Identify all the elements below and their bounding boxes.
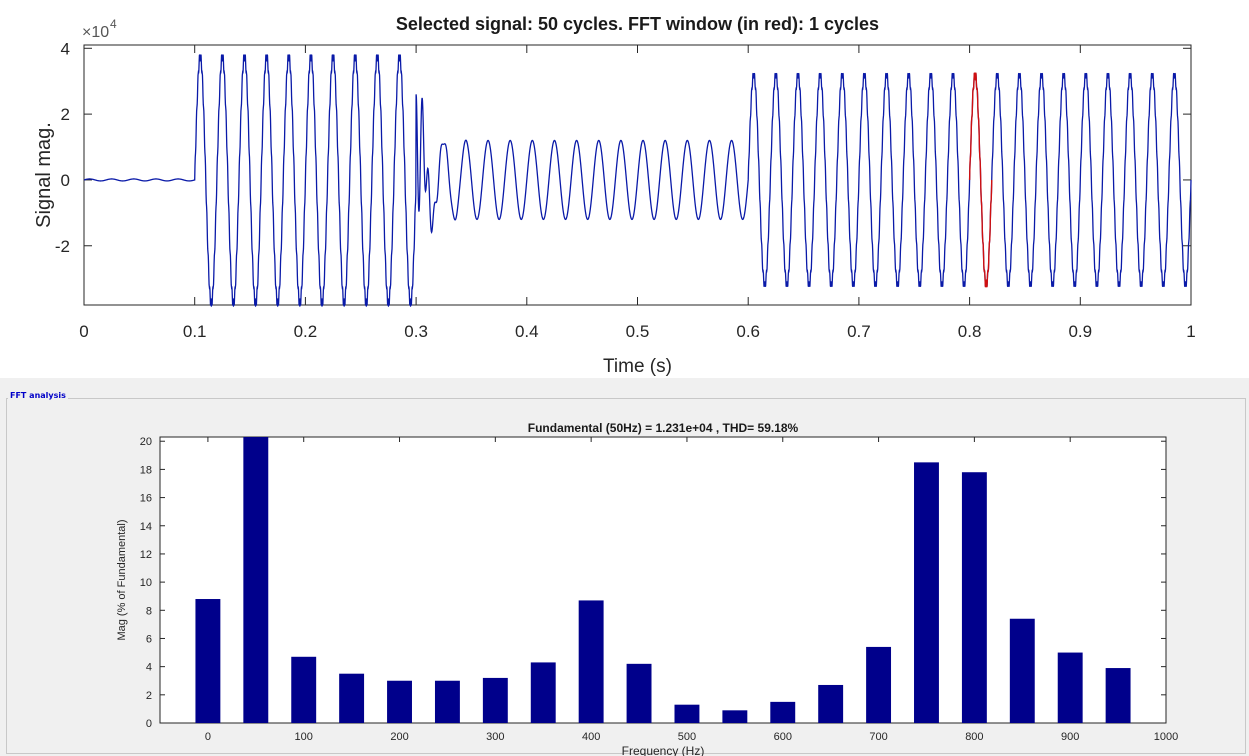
bar-700hz (866, 646, 892, 723)
y-tick-label: 6 (146, 633, 152, 645)
x-tick-label: 0 (205, 731, 211, 743)
y-tick-label: 2 (146, 690, 152, 702)
x-axis-label: Frequency (Hz) (622, 744, 705, 756)
bar-450hz (626, 663, 652, 723)
y-axis-label: Signal mag. (33, 122, 55, 228)
y-tick-label: 0 (146, 718, 152, 730)
bar-900hz (1057, 652, 1083, 723)
bar-650hz (818, 684, 844, 723)
x-tick-label: 0.2 (294, 322, 318, 341)
x-tick-label: 1 (1186, 322, 1195, 341)
y-tick-label: 10 (140, 577, 152, 589)
x-tick-label: 100 (295, 731, 313, 743)
x-tick-label: 0.1 (183, 322, 207, 341)
x-tick-label: 300 (486, 731, 504, 743)
x-tick-label: 0.9 (1068, 322, 1092, 341)
bar-850hz (1009, 618, 1035, 723)
y-tick-label: 12 (140, 549, 152, 561)
bar-300hz (482, 677, 508, 723)
fft-window-line (968, 72, 993, 288)
y-tick-label: 4 (61, 39, 70, 58)
x-tick-label: 0.3 (404, 322, 428, 341)
bar-550hz (722, 710, 748, 723)
x-tick-label: 0 (79, 322, 88, 341)
y-tick-label: 20 (140, 436, 152, 448)
x-tick-label: 900 (1061, 731, 1079, 743)
bar-100hz (291, 656, 317, 723)
bar-600hz (770, 701, 796, 723)
bar-400hz (578, 600, 604, 723)
y-tick-label: 8 (146, 605, 152, 617)
x-tick-label: 0.8 (958, 322, 982, 341)
y-tick-label: 4 (146, 662, 152, 674)
x-tick-label: 800 (965, 731, 983, 743)
bar-500hz (674, 704, 700, 723)
y-tick-label: -2 (55, 237, 70, 256)
x-axis-label: Time (s) (603, 356, 672, 377)
axes-box (159, 436, 1167, 724)
chart-title: Selected signal: 50 cycles. FFT window (… (396, 14, 879, 34)
bar-150hz (339, 673, 365, 723)
x-tick-label: 400 (582, 731, 600, 743)
bar-750hz (914, 462, 939, 723)
fft-panel-label: FFT analysis (8, 391, 68, 400)
y-exponent-label: ×10 (82, 24, 109, 41)
x-tick-label: 0.6 (736, 322, 760, 341)
y-tick-label: 18 (140, 464, 152, 476)
signal-line (83, 54, 1192, 308)
x-tick-label: 600 (774, 731, 792, 743)
x-tick-label: 0.5 (626, 322, 650, 341)
bar-250hz (434, 680, 460, 723)
bar-200hz (387, 680, 412, 723)
y-tick-label: 16 (140, 493, 152, 505)
x-tick-label: 0.7 (847, 322, 871, 341)
bar-0hz (195, 599, 221, 723)
x-tick-label: 200 (390, 731, 408, 743)
bar-350hz (530, 662, 556, 723)
y-tick-label: 2 (61, 105, 70, 124)
y-exponent-power: 4 (110, 17, 117, 31)
x-tick-label: 500 (678, 731, 696, 743)
fft-spectrum-chart: 0 100 200 300 400 500 600 700 800 900 1000 0 2 4 6 8 10 1… (116, 421, 1178, 756)
y-axis-label: Mag (% of Fundamental) (116, 519, 128, 640)
bar-950hz (1105, 668, 1131, 723)
y-tick-label: 0 (61, 171, 70, 190)
x-tick-label: 0.4 (515, 322, 539, 341)
chart-title: Fundamental (50Hz) = 1.231e+04 , THD= 59… (528, 421, 799, 435)
bar-800hz (961, 472, 987, 723)
x-tick-label: 700 (869, 731, 887, 743)
x-tick-label: 1000 (1154, 731, 1178, 743)
bar-50hz (243, 437, 269, 723)
y-tick-label: 14 (140, 521, 152, 533)
